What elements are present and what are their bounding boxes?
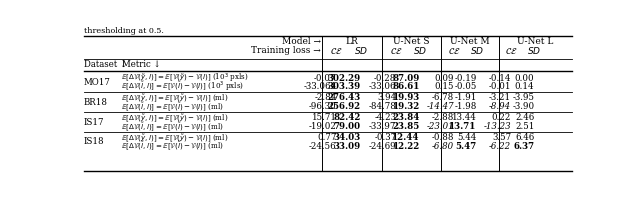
Text: -2.88: -2.88 (431, 113, 454, 123)
Text: -96.30: -96.30 (309, 102, 337, 111)
Text: 3.57: 3.57 (492, 133, 511, 142)
Text: 86.61: 86.61 (392, 82, 420, 91)
Text: $\mathcal{CE}$: $\mathcal{CE}$ (448, 46, 460, 56)
Text: -0.19: -0.19 (454, 74, 477, 83)
Text: 34.03: 34.03 (333, 133, 361, 142)
Text: $\mathbb{E}[\Delta\mathcal{V}(\tilde{l}, l)] = \mathbb{E}[\mathcal{V}(\tilde{l}): $\mathbb{E}[\Delta\mathcal{V}(\tilde{l},… (121, 80, 244, 93)
Text: 3.94: 3.94 (378, 93, 396, 102)
Text: -33.064: -33.064 (303, 82, 337, 91)
Text: -24.56: -24.56 (309, 142, 337, 151)
Text: -24.69: -24.69 (369, 142, 396, 151)
Text: 15.71: 15.71 (312, 113, 337, 123)
Text: $\mathit{SD}$: $\mathit{SD}$ (527, 46, 541, 57)
Text: IS17: IS17 (84, 118, 104, 127)
Text: -2.84: -2.84 (314, 93, 337, 102)
Text: Metric ↓: Metric ↓ (122, 60, 161, 69)
Text: -6.80: -6.80 (432, 142, 454, 151)
Text: 0.09: 0.09 (435, 74, 454, 83)
Text: 0.77: 0.77 (317, 133, 337, 142)
Text: -0.07: -0.07 (314, 74, 337, 83)
Text: -0.88: -0.88 (431, 133, 454, 142)
Text: -0.01: -0.01 (488, 82, 511, 91)
Text: 276.43: 276.43 (328, 93, 361, 102)
Text: 33.09: 33.09 (333, 142, 361, 151)
Text: 19.32: 19.32 (392, 102, 420, 111)
Text: 12.22: 12.22 (392, 142, 420, 151)
Text: 82.42: 82.42 (333, 113, 361, 123)
Text: -33.06: -33.06 (369, 82, 396, 91)
Text: 13.71: 13.71 (449, 122, 477, 131)
Text: -1.91: -1.91 (454, 93, 477, 102)
Text: 0.22: 0.22 (492, 113, 511, 123)
Text: -0.05: -0.05 (454, 82, 477, 91)
Text: -1.98: -1.98 (454, 102, 477, 111)
Text: MO17: MO17 (84, 78, 111, 87)
Text: 5.44: 5.44 (458, 133, 477, 142)
Text: -19.02: -19.02 (308, 122, 337, 131)
Text: $\mathit{SD}$: $\mathit{SD}$ (354, 46, 368, 57)
Text: -6.22: -6.22 (489, 142, 511, 151)
Text: 0.14: 0.14 (515, 82, 534, 91)
Text: -4.23: -4.23 (374, 113, 396, 123)
Text: $\mathit{SD}$: $\mathit{SD}$ (413, 46, 427, 57)
Text: $\mathbb{E}[\Delta\mathcal{V}(\tilde{l}, l)] = \mathbb{E}[\mathcal{V}(\tilde{l}): $\mathbb{E}[\Delta\mathcal{V}(\tilde{l},… (121, 100, 223, 113)
Text: IS18: IS18 (84, 137, 104, 146)
Text: $\mathcal{CE}$: $\mathcal{CE}$ (330, 46, 342, 56)
Text: $\mathbb{E}[\Delta\mathcal{V}(\tilde{y}, l)] = \mathbb{E}[\mathcal{V}(\tilde{y}): $\mathbb{E}[\Delta\mathcal{V}(\tilde{y},… (121, 112, 228, 124)
Text: 13.44: 13.44 (452, 113, 477, 123)
Text: 302.29: 302.29 (328, 74, 361, 83)
Text: -33.97: -33.97 (369, 122, 396, 131)
Text: -0.37: -0.37 (374, 133, 396, 142)
Text: -13.23: -13.23 (483, 122, 511, 131)
Text: 23.84: 23.84 (392, 113, 420, 123)
Text: Training loss →: Training loss → (252, 46, 321, 55)
Text: $\mathbb{E}[\Delta\mathcal{V}(\tilde{y}, l)] = \mathbb{E}[\mathcal{V}(\tilde{y}): $\mathbb{E}[\Delta\mathcal{V}(\tilde{y},… (121, 92, 228, 104)
Text: 19.93: 19.93 (392, 93, 420, 102)
Text: 6.37: 6.37 (513, 142, 534, 151)
Text: U-Net M: U-Net M (450, 37, 490, 46)
Text: -3.90: -3.90 (512, 102, 534, 111)
Text: 79.00: 79.00 (333, 122, 361, 131)
Text: $\mathcal{CE}$: $\mathcal{CE}$ (505, 46, 517, 56)
Text: -8.94: -8.94 (489, 102, 511, 111)
Text: LR: LR (346, 37, 358, 46)
Text: 6.46: 6.46 (515, 133, 534, 142)
Text: thresholding at 0.5.: thresholding at 0.5. (84, 27, 164, 35)
Text: -6.78: -6.78 (432, 93, 454, 102)
Text: $\mathbb{E}[\Delta\mathcal{V}(\tilde{l}, l)] = \mathbb{E}[\mathcal{V}(\tilde{l}): $\mathbb{E}[\Delta\mathcal{V}(\tilde{l},… (121, 140, 223, 152)
Text: $\mathbb{E}[\Delta\mathcal{V}(\tilde{y}, l)] = \mathbb{E}[\mathcal{V}(\tilde{y}): $\mathbb{E}[\Delta\mathcal{V}(\tilde{y},… (121, 132, 228, 144)
Text: $\mathcal{CE}$: $\mathcal{CE}$ (390, 46, 403, 56)
Text: Dataset ↓: Dataset ↓ (84, 60, 127, 69)
Text: -3.95: -3.95 (513, 93, 534, 102)
Text: BR18: BR18 (84, 98, 108, 107)
Text: -3.21: -3.21 (489, 93, 511, 102)
Text: $\mathit{SD}$: $\mathit{SD}$ (470, 46, 484, 57)
Text: 12.44: 12.44 (392, 133, 420, 142)
Text: -0.14: -0.14 (489, 74, 511, 83)
Text: 23.85: 23.85 (392, 122, 420, 131)
Text: 0.00: 0.00 (515, 74, 534, 83)
Text: 0.15: 0.15 (435, 82, 454, 91)
Text: -0.28: -0.28 (374, 74, 396, 83)
Text: 5.47: 5.47 (456, 142, 477, 151)
Text: U-Net L: U-Net L (517, 37, 554, 46)
Text: 2.51: 2.51 (515, 122, 534, 131)
Text: $\mathbb{E}[\Delta\mathcal{V}(\tilde{l}, l)] = \mathbb{E}[\mathcal{V}(\tilde{l}): $\mathbb{E}[\Delta\mathcal{V}(\tilde{l},… (121, 120, 223, 133)
Text: 87.09: 87.09 (392, 74, 420, 83)
Text: Model →: Model → (282, 37, 321, 46)
Text: 256.92: 256.92 (328, 102, 361, 111)
Text: -14.47: -14.47 (426, 102, 454, 111)
Text: -84.78: -84.78 (369, 102, 396, 111)
Text: 303.39: 303.39 (328, 82, 361, 91)
Text: $\mathbb{E}[\Delta\mathcal{V}(\tilde{y}, l)] = \mathbb{E}[\mathcal{V}(\tilde{y}): $\mathbb{E}[\Delta\mathcal{V}(\tilde{y},… (121, 72, 248, 85)
Text: U-Net S: U-Net S (394, 37, 430, 46)
Text: 2.46: 2.46 (515, 113, 534, 123)
Text: -23.01: -23.01 (426, 122, 454, 131)
